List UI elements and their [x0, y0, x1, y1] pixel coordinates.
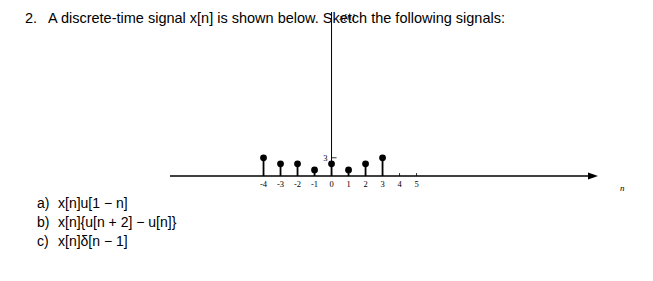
stem-marker	[260, 154, 267, 161]
part-text: x[n]u[1 − n]	[58, 195, 128, 211]
part-label: c)	[37, 233, 49, 249]
problem-number: 2.	[25, 10, 37, 26]
x-tick	[399, 173, 400, 176]
stem-marker	[277, 160, 284, 167]
stem-marker	[345, 167, 352, 174]
x-tick-label: -2	[294, 179, 301, 189]
x-tick-label: 5	[414, 179, 418, 189]
stem-marker	[294, 160, 301, 167]
x-tick-label: 4	[397, 179, 402, 189]
x-tick-label: 1	[346, 179, 350, 189]
stem-marker	[311, 167, 318, 174]
part-text: x[n]δ[n − 1]	[58, 233, 128, 249]
part-label: a)	[37, 195, 49, 211]
part-text: x[n]{u[n + 2] − u[n]}	[58, 214, 177, 230]
x-tick-label: 3	[380, 179, 384, 189]
stem-chart: -4 -3 -2 -1 0 1 2 3 4 5 3 x[n] n	[170, 12, 625, 193]
stem-marker	[362, 160, 369, 167]
problem-text: A discrete-time signal x[n] is shown bel…	[48, 10, 505, 26]
stems	[260, 154, 386, 176]
stem-marker	[379, 154, 386, 161]
x-tick-label: -3	[277, 179, 284, 189]
x-tick-label: 2	[363, 179, 367, 189]
y-tick	[332, 157, 337, 158]
page: 2. A discrete-time signal x[n] is shown b…	[0, 0, 653, 281]
y-tick-label: 3	[323, 153, 327, 163]
x-tick-label: 0	[329, 179, 333, 189]
x-axis-arrow	[588, 173, 598, 180]
x-tick-label: -1	[311, 179, 318, 189]
stem-marker	[328, 160, 335, 167]
part-label: b)	[37, 214, 49, 230]
y-axis-label: x[n]	[339, 12, 356, 22]
x-axis	[170, 175, 590, 177]
x-tick-label: -4	[260, 179, 268, 189]
x-tick	[416, 173, 417, 176]
x-axis-label: n	[620, 183, 625, 193]
y-axis	[331, 12, 332, 176]
